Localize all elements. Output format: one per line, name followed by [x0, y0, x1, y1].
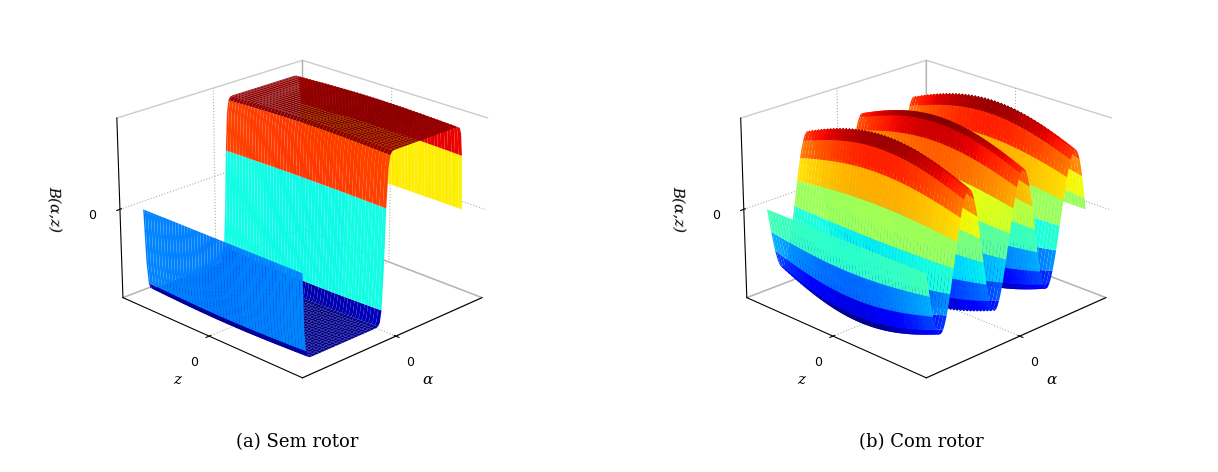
Text: (b) Com rotor: (b) Com rotor [859, 433, 983, 451]
Y-axis label: z: z [797, 372, 805, 387]
X-axis label: α: α [423, 372, 432, 387]
Text: (a) Sem rotor: (a) Sem rotor [236, 433, 358, 451]
Y-axis label: z: z [173, 372, 181, 387]
X-axis label: α: α [1046, 372, 1057, 387]
